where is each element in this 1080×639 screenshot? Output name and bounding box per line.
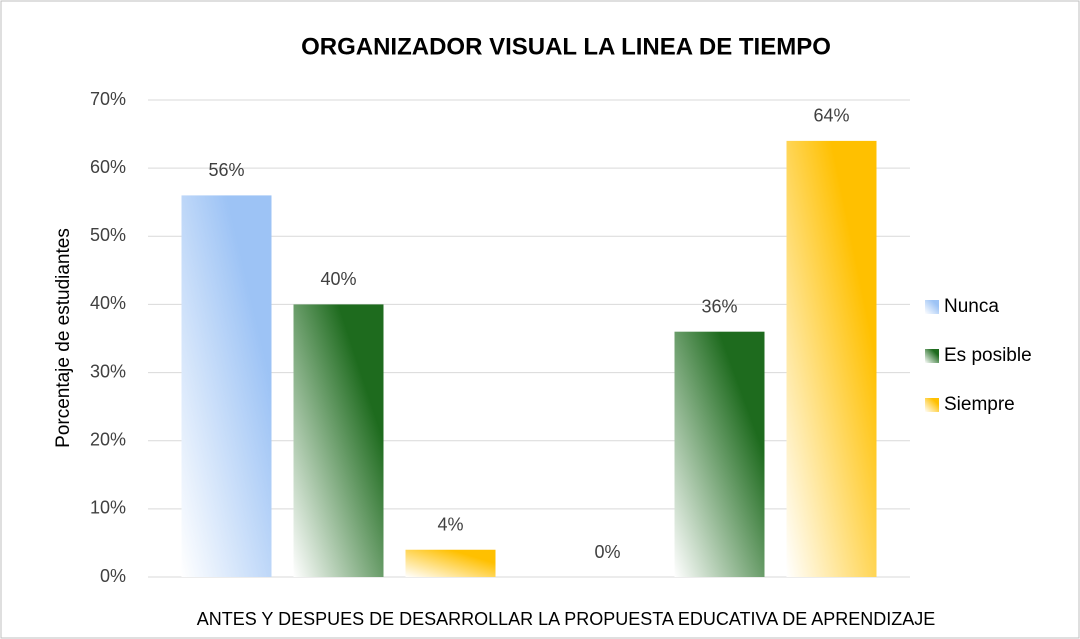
chart-title: ORGANIZADOR VISUAL LA LINEA DE TIEMPO: [301, 33, 831, 60]
y-tick-label: 20%: [90, 429, 126, 449]
y-tick-label: 50%: [90, 225, 126, 245]
data-label: 64%: [813, 106, 849, 126]
legend-label: Es posible: [944, 345, 1032, 366]
legend-swatch: [925, 300, 939, 314]
legend-label: Siempre: [944, 394, 1015, 415]
bar: [674, 331, 765, 577]
bar: [181, 195, 272, 577]
y-tick-label: 60%: [90, 157, 126, 177]
bar: [405, 549, 496, 577]
y-tick-label: 30%: [90, 361, 126, 381]
y-tick-label: 70%: [90, 89, 126, 109]
data-label: 0%: [594, 542, 620, 562]
bar: [786, 140, 877, 577]
y-tick-label: 40%: [90, 293, 126, 313]
y-axis-title: Porcentaje de estudiantes: [53, 228, 74, 448]
legend-label: Nunca: [944, 296, 999, 317]
data-label: 40%: [320, 269, 356, 289]
legend-swatch: [925, 398, 939, 412]
y-tick-label: 0%: [100, 566, 126, 586]
data-label: 56%: [208, 160, 244, 180]
legend-swatch: [925, 349, 939, 363]
bar: [293, 304, 384, 577]
data-label: 36%: [701, 296, 737, 316]
y-tick-label: 10%: [90, 498, 126, 518]
x-axis-title: ANTES Y DESPUES DE DESARROLLAR LA PROPUE…: [197, 609, 936, 629]
data-label: 4%: [437, 514, 463, 534]
